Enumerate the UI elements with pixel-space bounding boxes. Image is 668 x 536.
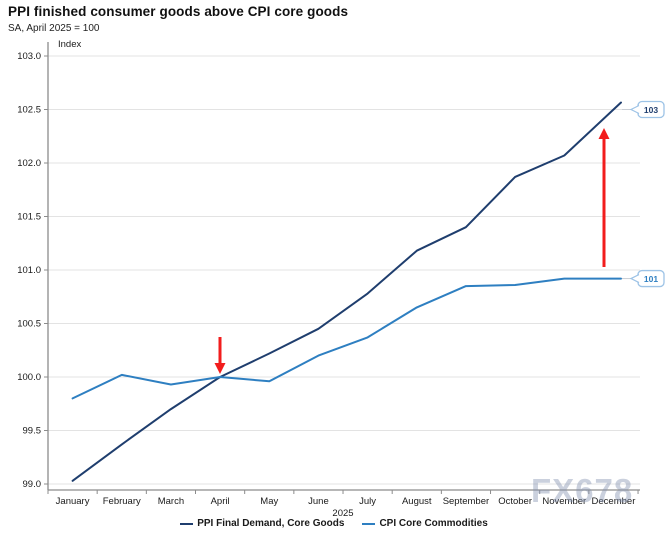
y-axis-unit-label: Index [58,39,81,50]
legend-label-cpi: CPI Core Commodities [379,518,488,529]
ppi-line-swatch [180,522,194,525]
y-tick-label: 102.5 [17,105,41,116]
x-tick-label: April [211,496,230,507]
cpi-line-swatch [362,522,376,525]
x-tick-label: December [592,496,636,507]
chart-header: PPI finished consumer goods above CPI co… [8,4,348,34]
end-value-label: 101 [644,274,658,284]
x-tick-label: August [402,496,432,507]
chart-legend: PPI Final Demand, Core Goods CPI Core Co… [0,518,668,529]
legend-item-cpi: CPI Core Commodities [362,518,488,529]
chart-subtitle: SA, April 2025 = 100 [8,23,100,34]
end-value-label: 103 [644,105,658,115]
x-tick-label: February [103,496,141,507]
x-tick-label: July [359,496,376,507]
red-arrow-head-down [214,363,226,374]
y-tick-label: 102.0 [17,158,41,169]
legend-item-ppi: PPI Final Demand, Core Goods [180,518,344,529]
x-axis-year-label: 2025 [332,508,353,519]
y-tick-label: 99.0 [23,479,42,490]
chart-title: PPI finished consumer goods above CPI co… [8,4,349,19]
y-tick-label: 100.0 [17,372,41,383]
x-tick-label: November [542,496,586,507]
legend-label-ppi: PPI Final Demand, Core Goods [197,518,345,529]
x-tick-label: June [308,496,329,507]
series-line-ppi [71,101,622,482]
series-line-cpi [71,277,622,400]
x-tick-label: January [56,496,90,507]
y-tick-label: 103.0 [17,51,41,62]
x-tick-label: March [158,496,184,507]
x-tick-label: October [498,496,532,507]
badge-pointer [629,104,640,115]
y-tick-label: 101.5 [17,212,41,223]
y-tick-label: 99.5 [23,426,42,437]
x-tick-label: May [260,496,278,507]
red-arrow-head-up [598,128,610,139]
badge-pointer [629,274,640,284]
y-tick-label: 100.5 [17,319,41,330]
x-tick-label: September [443,496,489,507]
y-tick-label: 101.0 [17,265,41,276]
